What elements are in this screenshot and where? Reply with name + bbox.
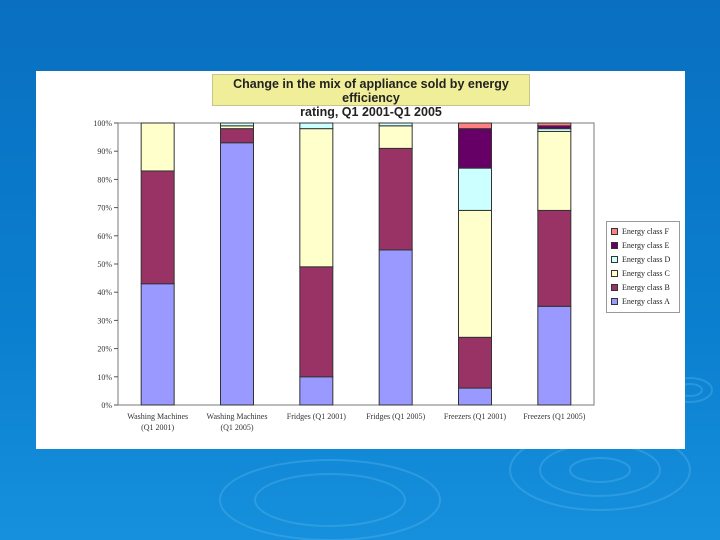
legend-swatch: [611, 227, 618, 235]
legend-item: Energy class E: [611, 240, 669, 252]
x-category-label: (Q1 2005): [220, 423, 253, 432]
bar-segment: [537, 122, 572, 127]
x-category-label: Fridges (Q1 2001): [287, 412, 346, 421]
bar-segment: [299, 376, 334, 406]
bar-segment: [537, 209, 572, 307]
bar-segment: [378, 122, 413, 127]
x-category-label: (Q1 2001): [141, 423, 174, 432]
bar-segment: [378, 147, 413, 251]
bar-segment: [220, 122, 254, 127]
legend-swatch: [611, 255, 618, 263]
legend-label: Energy class C: [622, 269, 670, 279]
chart-legend: Energy class F Energy class E Energy class…: [606, 221, 680, 313]
legend-swatch: [611, 283, 618, 291]
bar-segment: [140, 283, 175, 406]
y-tick-label: 70%: [97, 204, 112, 213]
legend-item: Energy class D: [611, 254, 670, 266]
y-tick-label: 100%: [93, 119, 112, 128]
bar-segment: [458, 128, 492, 169]
x-category-label: Washing Machines: [207, 412, 268, 421]
plot-area: [117, 122, 595, 406]
chart-title-box: Change in the mix of appliance sold by e…: [212, 74, 530, 119]
bar-segment: [458, 122, 492, 130]
y-tick-label: 20%: [97, 345, 112, 354]
y-tick-label: 90%: [97, 147, 112, 156]
x-category-label: Fridges (Q1 2005): [366, 412, 425, 421]
bar-segment: [458, 336, 492, 389]
bar-segment: [537, 130, 572, 211]
y-tick-label: 80%: [97, 175, 112, 184]
legend-swatch: [611, 297, 618, 305]
chart-title-line-2: rating, Q1 2001-Q1 2005: [300, 105, 442, 119]
bar-segment: [140, 122, 175, 172]
y-tick-label: 60%: [97, 232, 112, 241]
y-tick-label: 30%: [97, 316, 112, 325]
bar-segment: [537, 305, 572, 406]
legend-item: Energy class A: [611, 296, 670, 308]
bar-segment: [140, 170, 175, 285]
legend-item: Energy class F: [611, 226, 669, 238]
bar-segment: [299, 122, 334, 130]
legend-swatch: [611, 241, 618, 249]
x-category-label: Freezers (Q1 2001): [444, 412, 507, 421]
legend-label: Energy class D: [622, 255, 671, 265]
bar-segment: [378, 249, 413, 406]
legend-label: Energy class F: [622, 227, 669, 237]
bar-segment: [220, 128, 254, 144]
y-tick-label: 40%: [97, 288, 112, 297]
y-tick-label: 50%: [97, 260, 112, 269]
bar-segment: [458, 387, 492, 406]
bar-segment: [299, 128, 334, 268]
bar-segment: [458, 209, 492, 338]
bar-segment: [299, 266, 334, 378]
x-category-label: Washing Machines: [127, 412, 188, 421]
bar-segment: [378, 125, 413, 149]
bar-segment: [220, 142, 254, 406]
chart-title-line-1: Change in the mix of appliance sold by e…: [233, 77, 509, 105]
bar-segment: [458, 167, 492, 211]
legend-label: Energy class A: [622, 297, 670, 307]
legend-label: Energy class E: [622, 241, 670, 251]
x-category-label: Freezers (Q1 2005): [523, 412, 586, 421]
legend-item: Energy class C: [611, 268, 670, 280]
y-tick-label: 10%: [97, 373, 112, 382]
legend-label: Energy class B: [622, 283, 670, 293]
y-tick-label: 0%: [101, 401, 112, 410]
legend-swatch: [611, 269, 618, 277]
legend-item: Energy class B: [611, 282, 670, 294]
